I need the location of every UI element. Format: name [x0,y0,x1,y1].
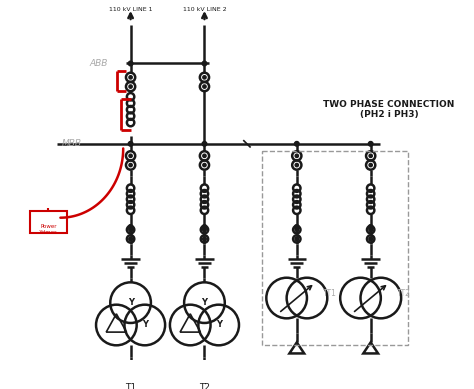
Circle shape [369,228,373,231]
Circle shape [295,228,299,231]
Text: T1: T1 [125,383,136,389]
Circle shape [202,224,207,229]
Circle shape [202,142,207,146]
Text: 110 kV LINE 2: 110 kV LINE 2 [182,7,226,12]
Circle shape [203,163,206,167]
Circle shape [202,228,206,231]
Text: TWO PHASE CONNECTION
(PH2 i PH3): TWO PHASE CONNECTION (PH2 i PH3) [323,100,455,119]
Text: Power
Xdmer: Power Xdmer [39,224,57,235]
Circle shape [128,224,133,229]
Circle shape [295,154,299,158]
Text: Y: Y [142,321,148,329]
Circle shape [369,163,373,167]
Circle shape [368,142,373,146]
Circle shape [294,142,299,146]
Circle shape [129,76,132,79]
Circle shape [369,237,373,241]
Circle shape [295,237,299,241]
Circle shape [129,237,132,241]
Circle shape [294,224,299,229]
Circle shape [129,163,132,167]
Text: MBB: MBB [61,139,82,148]
Circle shape [129,228,132,231]
Text: 110 kV LINE 1: 110 kV LINE 1 [109,7,152,12]
Circle shape [128,142,133,146]
Circle shape [368,224,373,229]
Circle shape [202,61,207,66]
Text: Y: Y [216,321,222,329]
Circle shape [203,85,206,88]
Text: Y: Y [201,298,208,307]
Circle shape [202,237,206,241]
Circle shape [203,76,206,79]
Text: T2: T2 [199,383,210,389]
Circle shape [203,154,206,158]
Circle shape [128,61,133,66]
Text: ABB: ABB [89,59,108,68]
Circle shape [369,154,373,158]
Text: TT1: TT1 [323,289,337,298]
Text: TT2: TT2 [397,289,410,298]
Circle shape [129,154,132,158]
Circle shape [129,85,132,88]
Text: Y: Y [128,298,134,307]
Circle shape [295,163,299,167]
